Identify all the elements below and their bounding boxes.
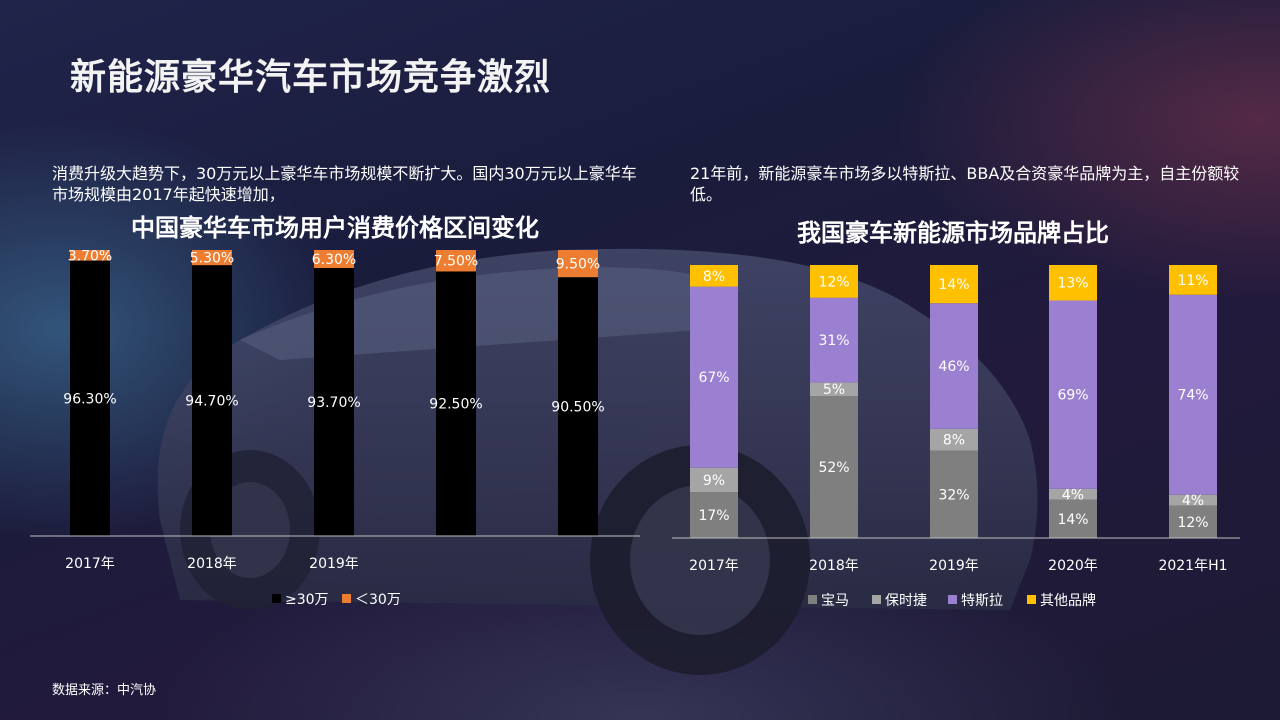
data-label: 96.30% [63, 391, 116, 407]
legend-swatch [948, 595, 957, 604]
legend-swatch [272, 594, 281, 603]
legend-swatch [808, 595, 817, 604]
data-label: 74% [1177, 388, 1208, 404]
bar-other-brands [810, 265, 858, 298]
bar-porsche [1169, 494, 1217, 506]
bar-tesla [930, 303, 978, 429]
data-label: 17% [698, 508, 729, 524]
data-label: 67% [698, 370, 729, 386]
data-label: 3.70% [68, 248, 112, 264]
bar-other-brands [1169, 265, 1217, 295]
data-label: 90.50% [551, 400, 604, 416]
data-label: 4% [1062, 487, 1084, 503]
bar-bmw [810, 396, 858, 538]
x-tick-label: 2017年 [689, 558, 739, 574]
data-label: 5% [823, 382, 845, 398]
x-tick-label: 2018年 [809, 558, 859, 574]
data-label: 93.70% [307, 395, 360, 411]
data-label: 7.50% [434, 254, 478, 270]
data-label: 4% [1182, 493, 1204, 509]
bar-above-30w [558, 277, 598, 536]
data-label: 31% [818, 333, 849, 349]
bar-below-30w [558, 250, 598, 278]
data-label: 12% [818, 274, 849, 290]
left-description: 消费升级大趋势下，30万元以上豪华车市场规模不断扩大。国内30万元以上豪华车市场… [52, 164, 637, 204]
data-label: 92.50% [429, 397, 482, 413]
data-label: 11% [1177, 273, 1208, 289]
bar-bmw [1049, 499, 1097, 538]
bar-below-30w [192, 250, 232, 266]
bar-bmw [1169, 505, 1217, 538]
data-label: 69% [1057, 388, 1088, 404]
data-label: 5.30% [190, 251, 234, 267]
right-description: 21年前，新能源豪车市场多以特斯拉、BBA及合资豪华品牌为主，自主份额较低。 [690, 164, 1240, 204]
brand-share-chart-title: 我国豪车新能源市场品牌占比 [797, 219, 1109, 247]
bar-tesla [810, 297, 858, 383]
legend-label: ≥30万 [285, 592, 329, 608]
data-label: 6.30% [312, 252, 356, 268]
data-label: 52% [818, 460, 849, 476]
bar-above-30w [192, 265, 232, 536]
bar-other-brands [1049, 265, 1097, 301]
bar-above-30w [70, 260, 110, 536]
data-label: 94.70% [185, 394, 238, 410]
data-label: 14% [938, 277, 969, 293]
bar-porsche [930, 428, 978, 451]
legend-swatch [1027, 595, 1036, 604]
data-label: 8% [703, 269, 725, 285]
x-tick-label: 2018年 [187, 556, 237, 572]
bar-below-30w [314, 250, 354, 269]
data-label: 9.50% [556, 257, 600, 273]
legend-swatch [872, 595, 881, 604]
data-label: 12% [1177, 515, 1208, 531]
page-title: 新能源豪华汽车市场竞争激烈 [70, 57, 552, 98]
x-tick-label: 2019年 [929, 558, 979, 574]
x-tick-label: 2017年 [65, 556, 115, 572]
bar-bmw [930, 450, 978, 538]
legend-label: 保时捷 [885, 593, 927, 609]
data-label: 13% [1057, 276, 1088, 292]
price-range-chart-title: 中国豪华车市场用户消费价格区间变化 [131, 214, 539, 242]
bar-porsche [690, 467, 738, 493]
x-tick-label: 2021年H1 [1158, 558, 1227, 574]
bar-below-30w [436, 250, 476, 272]
bar-other-brands [690, 265, 738, 287]
bar-tesla [1169, 294, 1217, 495]
bar-tesla [1049, 300, 1097, 489]
legend-label: 其他品牌 [1040, 592, 1096, 609]
bar-porsche [1049, 488, 1097, 500]
x-tick-label: 2020年 [1048, 558, 1098, 574]
data-label: 32% [938, 487, 969, 503]
legend-label: ＜30万 [355, 592, 401, 608]
bar-below-30w [70, 250, 110, 261]
legend-swatch [342, 594, 351, 603]
x-tick-label: 2019年 [309, 556, 359, 572]
data-label: 9% [703, 473, 725, 489]
bar-bmw [690, 492, 738, 538]
bar-other-brands [930, 265, 978, 304]
data-label: 46% [938, 359, 969, 375]
data-label: 8% [943, 433, 965, 449]
bar-above-30w [314, 268, 354, 536]
data-source-note: 数据来源：中汽协 [52, 683, 157, 698]
bar-porsche [810, 382, 858, 397]
bar-above-30w [436, 271, 476, 536]
legend-label: 特斯拉 [961, 593, 1003, 609]
legend-label: 宝马 [821, 593, 849, 609]
data-label: 14% [1057, 512, 1088, 528]
bar-tesla [690, 286, 738, 468]
